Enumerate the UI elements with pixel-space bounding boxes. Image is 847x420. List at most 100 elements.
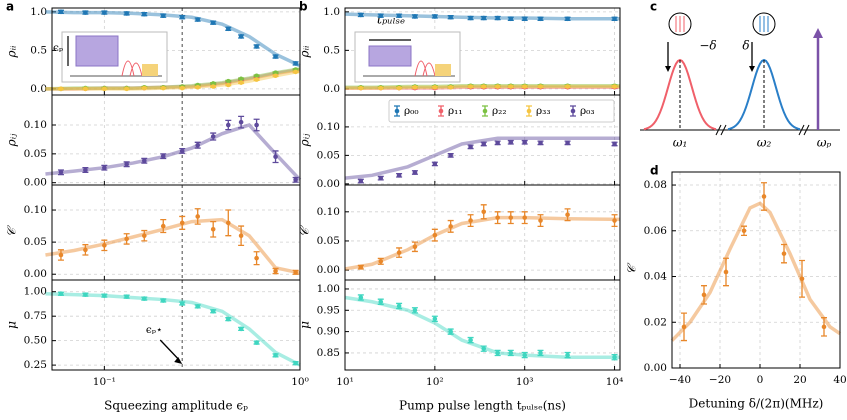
data-point (102, 86, 107, 92)
diagram-label: −δ (699, 39, 716, 53)
data-point (396, 85, 402, 91)
data-point (495, 15, 500, 21)
diagram-label: ωₚ (817, 136, 832, 150)
legend-label: ρ₂₂ (492, 105, 507, 117)
y-tick-label: 0.02 (644, 316, 667, 328)
x-axis-label: Detuning δ/(2π)(MHz) (689, 397, 824, 411)
y-tick-label: 1.00 (24, 286, 47, 298)
data-point (195, 214, 201, 219)
y-tick-label: 0.00 (24, 177, 47, 189)
y-axis-label: ρᵢᵢ (298, 45, 312, 58)
data-point (481, 346, 487, 351)
y-tick-label: 0.04 (644, 271, 668, 283)
data-point (481, 84, 487, 89)
data-point (396, 303, 402, 309)
inset: tₚᵤₗₛₑ (354, 13, 461, 83)
data-point (612, 16, 617, 22)
data-point (432, 85, 438, 90)
data-point (254, 122, 259, 128)
x-tick-label: 10⁴ (606, 376, 624, 388)
y-tick-label: 0.00 (644, 362, 667, 374)
data-point (293, 360, 298, 366)
data-point (225, 122, 231, 128)
data-point (612, 218, 617, 223)
legend-box (388, 99, 615, 123)
fit-line (670, 201, 841, 342)
x-tick-label: 10⁻¹ (93, 376, 116, 388)
data-point (412, 244, 418, 250)
plot-frame (51, 279, 301, 371)
x-tick-label: 10² (426, 376, 444, 388)
data-point (378, 175, 384, 181)
data-point (238, 326, 244, 332)
data-point (448, 85, 453, 90)
data-point (195, 17, 201, 22)
data-point (83, 167, 88, 173)
data-point (124, 236, 129, 242)
fit-line (45, 69, 301, 91)
y-tick-label: 1.00 (317, 283, 340, 295)
x-tick-label: −20 (709, 374, 731, 386)
inset: ϵₚ (53, 31, 168, 83)
y-tick-label: 0.25 (24, 359, 47, 371)
pump-pulse (75, 35, 119, 67)
y-tick-label: 0.10 (24, 119, 47, 131)
data-point (448, 329, 453, 334)
panel-label: b (299, 0, 308, 14)
panel-label: a (6, 0, 14, 14)
y-tick-label: 0.05 (317, 149, 340, 161)
fit-line (345, 84, 620, 90)
data-point (210, 84, 216, 89)
fit-line (344, 136, 620, 180)
y-tick-label: 0.00 (317, 178, 340, 190)
y-tick-label: 0.95 (317, 304, 340, 316)
data-point (448, 153, 453, 158)
data-point (378, 13, 384, 18)
data-point (701, 292, 707, 298)
diagram-label: ω₁ (673, 136, 688, 150)
drive-head (665, 66, 671, 72)
data-point (273, 73, 278, 79)
data-point (468, 84, 473, 89)
data-point (58, 170, 64, 175)
data-point (468, 144, 473, 150)
fit-line (45, 67, 301, 91)
data-point (508, 84, 514, 89)
data-point (225, 26, 231, 32)
y-tick-label: 1.0 (30, 6, 47, 18)
y-tick-label: 0.0 (323, 83, 340, 95)
data-point (432, 232, 438, 238)
data-point (565, 212, 570, 218)
data-point (432, 161, 438, 167)
legend-marker-dot (482, 108, 488, 114)
data-point (358, 85, 364, 91)
axis-break (798, 124, 810, 136)
data-point (160, 223, 166, 229)
data-point (102, 10, 107, 15)
data-point (58, 9, 64, 15)
data-point (195, 304, 201, 309)
legend-label: ρ₁₁ (448, 105, 463, 117)
y-tick-label: 0.5 (30, 44, 47, 56)
fit-line (45, 291, 301, 367)
data-point (565, 16, 570, 22)
data-point (495, 215, 500, 220)
data-point (124, 161, 129, 167)
data-point (481, 209, 487, 215)
data-point (821, 324, 827, 330)
data-point (612, 141, 617, 147)
data-point (273, 268, 278, 274)
drive-head (749, 66, 755, 72)
data-point (612, 84, 617, 89)
plot-frame (671, 171, 841, 369)
panel-label: c (650, 0, 657, 14)
data-point (293, 269, 298, 275)
qubit-wave (675, 16, 685, 32)
data-point (522, 84, 527, 89)
data-point (195, 142, 201, 148)
pump-head (813, 28, 823, 38)
y-axis-label: ρᵢⱼ (298, 133, 312, 147)
y-tick-label: 0.85 (317, 347, 340, 359)
qubit-wave (759, 16, 769, 32)
